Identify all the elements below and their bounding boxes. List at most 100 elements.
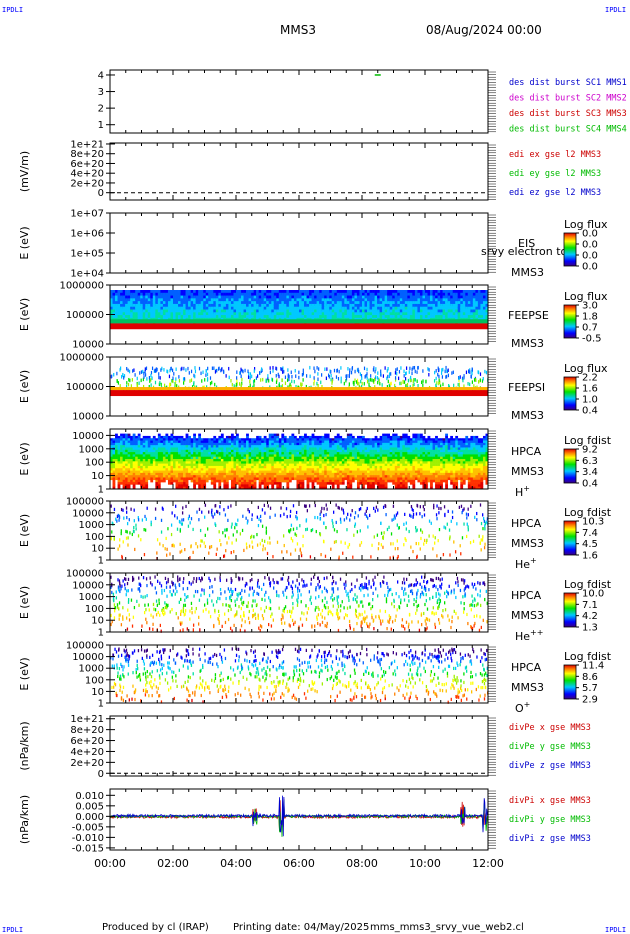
heatmap-cell [233, 477, 237, 481]
heatmap-cell [301, 452, 305, 455]
heatmap-cell [258, 472, 262, 476]
heatmap-cell [213, 303, 217, 309]
heatmap-cell [150, 461, 154, 464]
heatmap-cell [203, 482, 207, 485]
heatmap-cell [183, 477, 186, 481]
heatmap-cell [293, 312, 297, 317]
heatmap-cell [301, 373, 304, 377]
heatmap-cell [278, 290, 282, 295]
heatmap-cell [233, 470, 237, 474]
colorbar [563, 304, 577, 339]
heatmap-cell [258, 456, 262, 460]
heatmap-cell [341, 303, 345, 309]
heatmap-cell [193, 315, 196, 320]
heatmap-cell [172, 379, 174, 384]
heatmap-cell [115, 290, 118, 295]
heatmap-cell [135, 475, 139, 478]
heatmap-cell [175, 298, 179, 304]
legend-entry: edi ez gse l2 MMS3 [509, 188, 601, 198]
heatmap-cell [155, 301, 159, 306]
heatmap-cell [301, 465, 305, 469]
heatmap-cell [427, 292, 431, 298]
heatmap-cell [291, 459, 295, 462]
heatmap-cell [243, 447, 247, 451]
heatmap-cell [112, 454, 116, 457]
heatmap-cell [334, 472, 338, 476]
colorbar-tick-label: 1.6 [582, 384, 598, 395]
heatmap-cell [238, 456, 242, 460]
heatmap-cell [155, 445, 159, 448]
heatmap-cell [301, 435, 305, 439]
heatmap-cell [319, 477, 322, 481]
heatmap-cell [208, 442, 212, 446]
heatmap-cell [319, 312, 322, 317]
heatmap-cell [147, 470, 151, 474]
heatmap-cell [397, 290, 401, 295]
heatmap-cell [276, 461, 280, 464]
heatmap-cell [238, 290, 242, 295]
heatmap-cell [147, 475, 151, 478]
heatmap-cell [188, 459, 191, 462]
heatmap-cell [241, 298, 244, 304]
heatmap-cell [314, 452, 317, 455]
heatmap-cell [321, 438, 325, 441]
heatmap-cell [316, 456, 320, 460]
heatmap-cell [351, 298, 355, 304]
heatmap-cell [178, 375, 180, 379]
heatmap-cell [425, 295, 428, 301]
heatmap-cell [228, 301, 232, 306]
heatmap-cell [256, 463, 259, 467]
heatmap-cell [198, 292, 202, 298]
heatmap-cell [218, 440, 222, 444]
heatmap-cell [115, 470, 118, 474]
heatmap-cell [425, 315, 428, 320]
heatmap-cell [346, 298, 350, 304]
heatmap-cell [142, 468, 146, 471]
heatmap-cell [316, 442, 320, 446]
heatmap-cell [485, 295, 488, 301]
heatmap-cell [258, 459, 262, 462]
heatmap-cell [417, 303, 421, 309]
heatmap-cell [150, 292, 154, 298]
heatmap-cell [412, 298, 416, 304]
heatmap-cell [283, 461, 287, 464]
heatmap-cell [198, 470, 202, 474]
heatmap-cell [261, 452, 265, 455]
heatmap-cell [239, 382, 241, 386]
heatmap-cell [258, 477, 262, 481]
heatmap-cell [278, 465, 282, 469]
heatmap-cell [160, 449, 164, 453]
heatmap-cell [135, 301, 139, 306]
heatmap-cell [296, 315, 300, 320]
heatmap-cell [321, 465, 325, 469]
heatmap-cell [349, 312, 353, 317]
heatmap-cell [185, 468, 189, 471]
heatmap-cell [157, 461, 161, 464]
heatmap-cell [170, 459, 174, 462]
heatmap-cell [334, 479, 338, 483]
heatmap-cell [326, 367, 328, 371]
heatmap-cell [452, 301, 456, 306]
heatmap-cell [283, 435, 287, 439]
heatmap-cell [125, 484, 128, 487]
heatmap-cell [183, 303, 186, 309]
heatmap-cell [266, 309, 270, 315]
heatmap-cell [304, 298, 307, 304]
heatmap-cell [288, 384, 291, 389]
heatmap-cell [306, 445, 310, 448]
heatmap-cell [170, 435, 174, 439]
heatmap-cell [321, 470, 325, 474]
heatmap-cell [412, 303, 416, 309]
heatmap-cell [115, 292, 118, 298]
heatmap-cell [178, 290, 181, 295]
heatmap-cell [183, 470, 186, 474]
heatmap-cell [316, 454, 320, 457]
heatmap-cell [309, 442, 312, 446]
heatmap-cell [173, 312, 176, 317]
heatmap-cell [439, 380, 441, 385]
heatmap-cell [329, 442, 333, 446]
heatmap-cell [127, 465, 131, 469]
heatmap-cell [263, 465, 267, 469]
heatmap-cell [200, 477, 204, 481]
heatmap-cell [142, 384, 145, 389]
